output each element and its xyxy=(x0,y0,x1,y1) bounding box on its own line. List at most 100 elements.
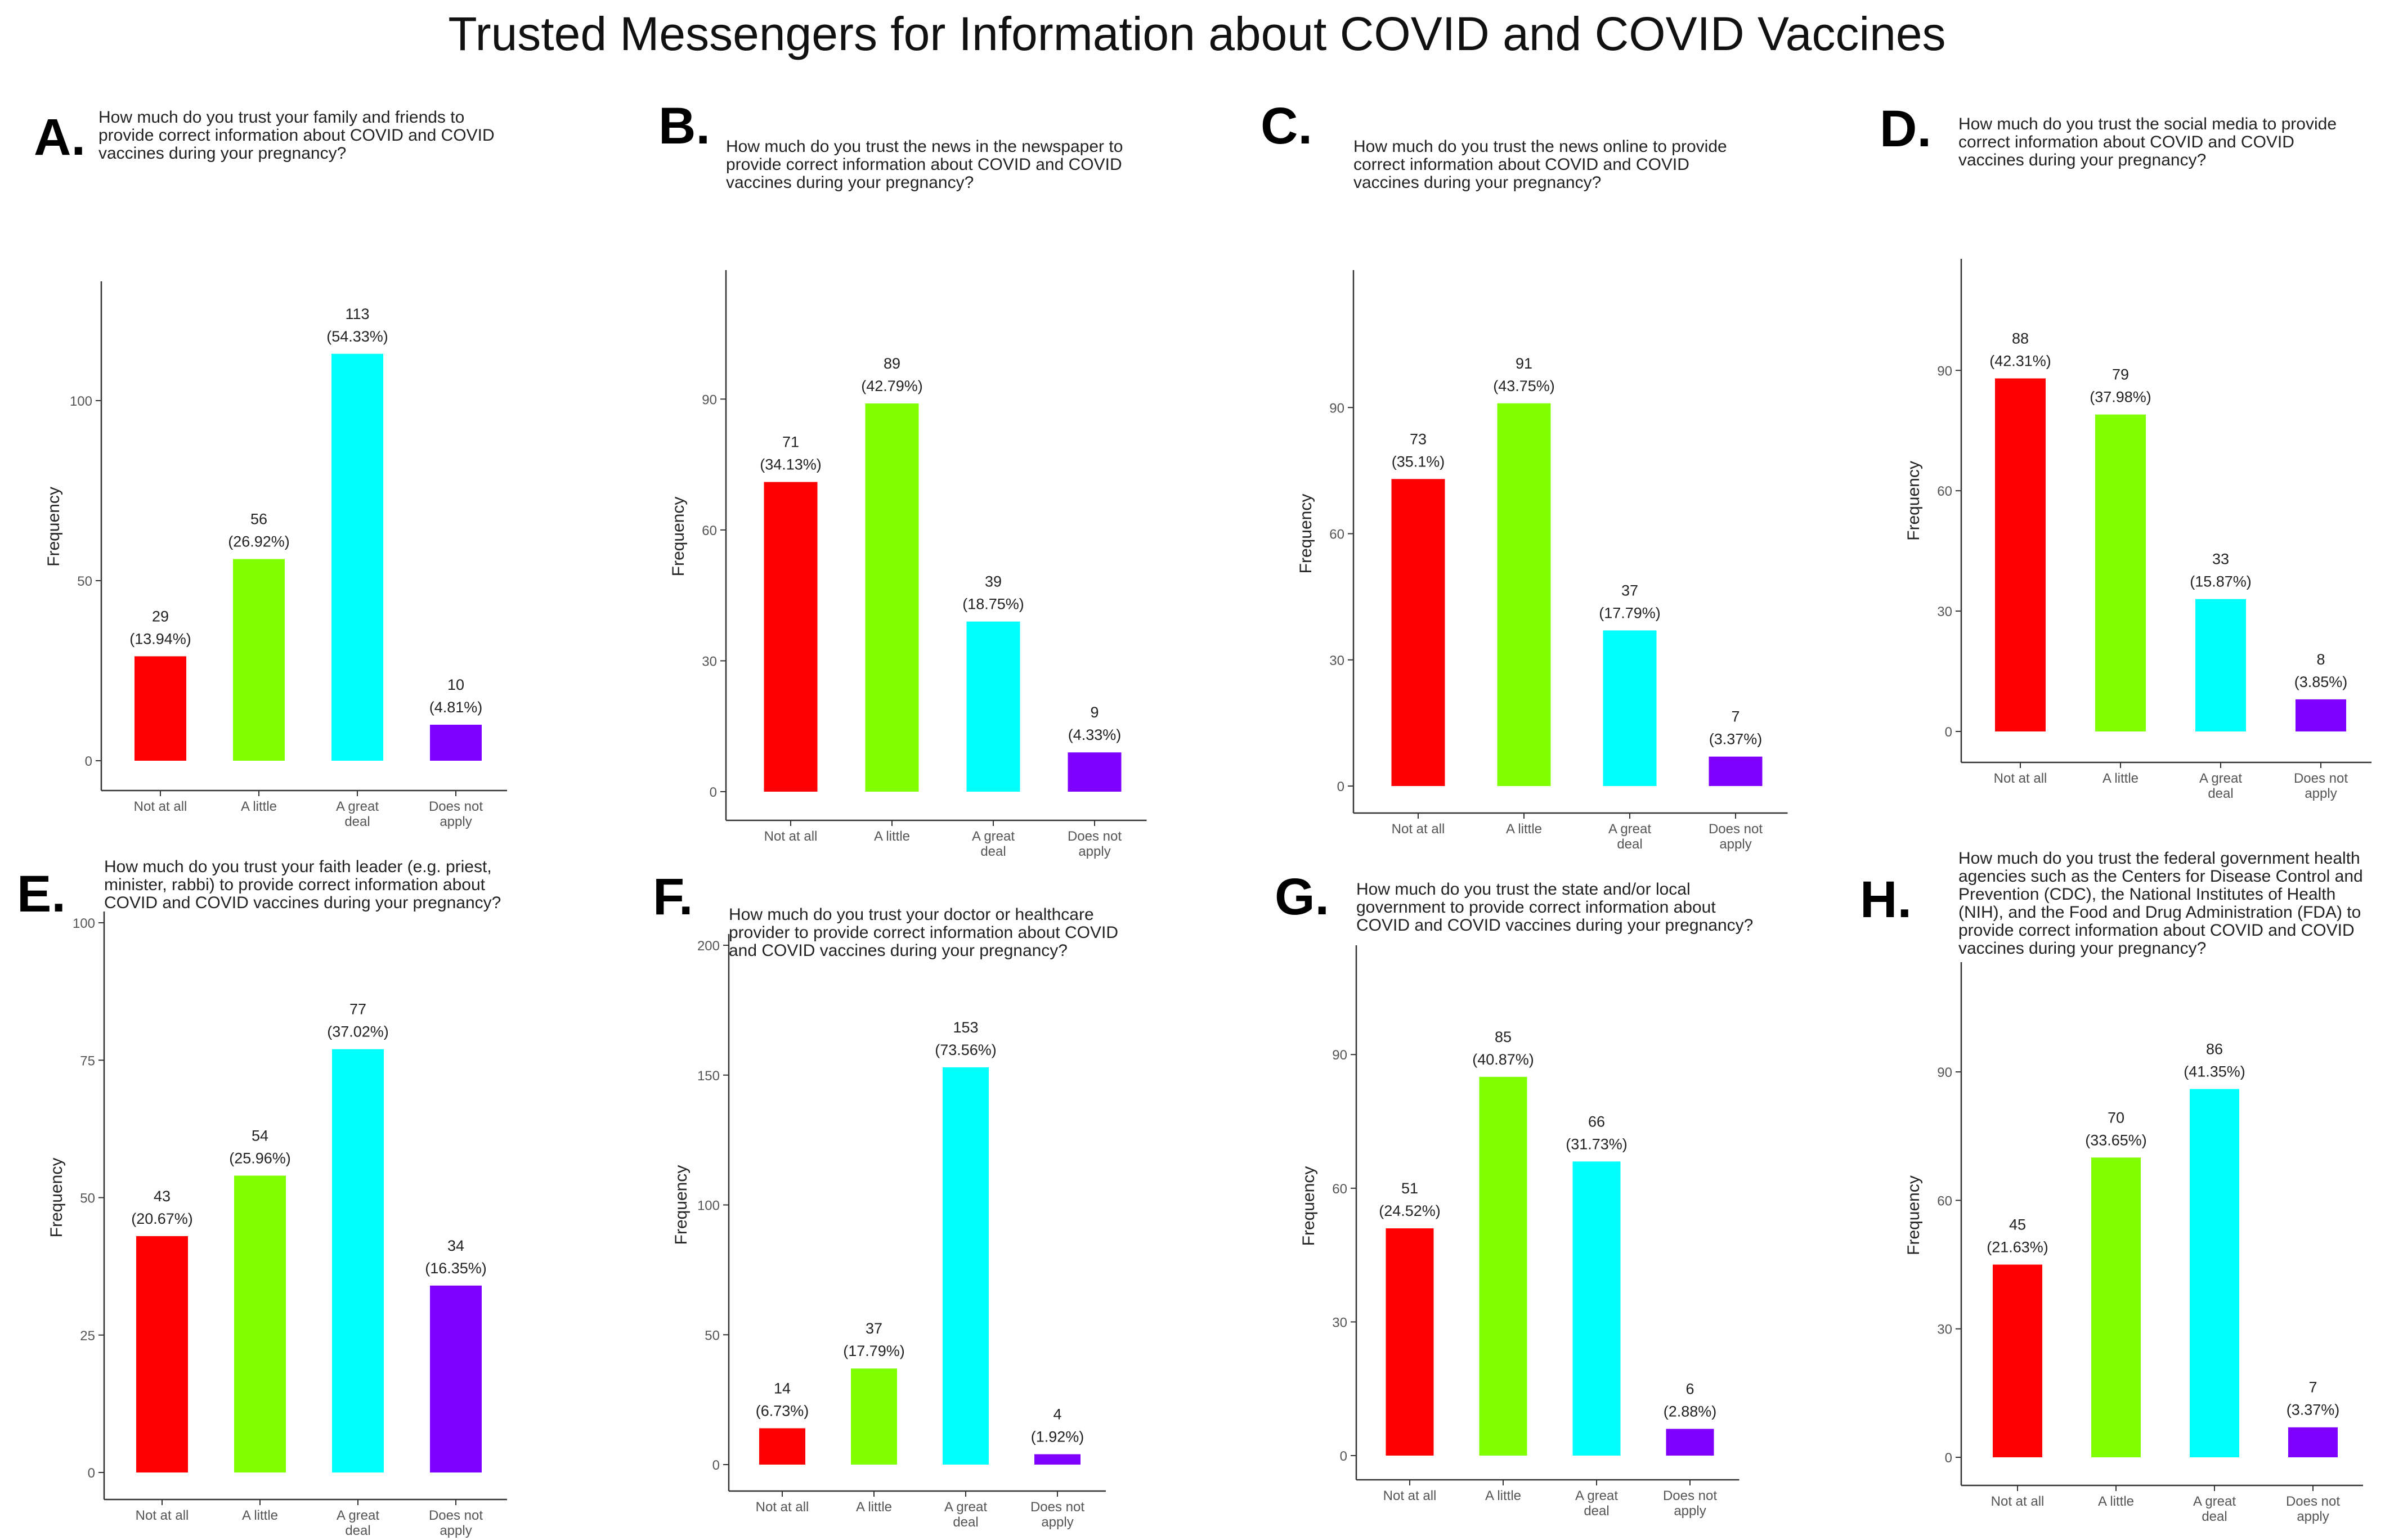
y-tick-label: 30 xyxy=(702,654,717,669)
y-axis-label: Frequency xyxy=(672,1165,691,1245)
chart-panel-f: F. How much do you trust your doctor or h… xyxy=(653,868,1118,1530)
x-tick-label: Does not xyxy=(2294,771,2348,786)
bar-value-label: 77 xyxy=(349,1001,366,1018)
chart-title-line: Prevention (CDC), the National Institute… xyxy=(1958,885,2335,904)
chart-panel-b: B. How much do you trust the news in the … xyxy=(658,97,1147,859)
bar-percent-label: (20.67%) xyxy=(131,1210,193,1227)
chart-title-line: How much do you trust the social media t… xyxy=(1958,115,2337,133)
chart-title-line: COVID and COVID vaccines during your pre… xyxy=(104,894,501,912)
x-tick-label: apply xyxy=(440,1523,472,1538)
panel-letter: A. xyxy=(34,109,86,166)
bar-percent-label: (54.33%) xyxy=(326,328,388,345)
chart-panel-e: E. How much do you trust your faith leade… xyxy=(17,857,507,1538)
bar xyxy=(2195,599,2246,731)
bar xyxy=(1995,378,2046,731)
chart-panel-h: H. How much do you trust the federal gove… xyxy=(1860,849,2363,1524)
y-tick-label: 90 xyxy=(1937,1065,1952,1080)
bar-value-label: 88 xyxy=(2012,330,2029,347)
bar-value-label: 113 xyxy=(345,306,369,322)
panel-letter: C. xyxy=(1261,97,1312,155)
chart-title-line: vaccines during your pregnancy? xyxy=(1353,173,1601,192)
y-axis-label: Frequency xyxy=(669,497,688,577)
y-tick-label: 50 xyxy=(80,1191,95,1206)
y-tick-label: 60 xyxy=(1332,1182,1347,1197)
x-tick-label: deal xyxy=(980,844,1006,859)
x-tick-label: Not at all xyxy=(1392,821,1445,837)
chart-title-line: government to provide correct informatio… xyxy=(1356,898,1716,917)
y-axis-label: Frequency xyxy=(47,1158,66,1238)
y-tick-label: 0 xyxy=(712,1458,720,1473)
x-tick-label: A great xyxy=(337,1508,379,1523)
bar-percent-label: (26.92%) xyxy=(228,533,290,550)
bar-percent-label: (17.79%) xyxy=(1599,604,1661,621)
x-tick-label: A great xyxy=(1608,821,1651,837)
x-tick-label: A great xyxy=(2199,771,2242,786)
chart-title-line: provider to provide correct information … xyxy=(729,923,1118,942)
x-tick-label: deal xyxy=(345,1523,370,1538)
bar-value-label: 14 xyxy=(774,1380,791,1397)
y-tick-label: 60 xyxy=(1937,484,1952,499)
chart-panel-g: G. How much do you trust the state and/or… xyxy=(1275,868,1753,1519)
x-tick-label: A great xyxy=(1575,1488,1618,1503)
bar-percent-label: (13.94%) xyxy=(129,630,191,647)
bar xyxy=(1572,1161,1621,1456)
y-tick-label: 0 xyxy=(1337,779,1344,794)
bar-percent-label: (4.33%) xyxy=(1068,726,1122,743)
bar xyxy=(2288,1427,2338,1457)
bar-percent-label: (1.92%) xyxy=(1031,1429,1084,1445)
chart-title-line: How much do you trust your doctor or hea… xyxy=(729,905,1094,924)
x-tick-label: Not at all xyxy=(756,1499,809,1515)
bar-value-label: 66 xyxy=(1588,1113,1605,1130)
bar-value-label: 45 xyxy=(2009,1216,2026,1233)
x-tick-label: deal xyxy=(1617,837,1642,852)
bar-value-label: 153 xyxy=(953,1019,978,1036)
x-tick-label: deal xyxy=(2202,1509,2227,1524)
x-tick-label: Does not xyxy=(1709,821,1763,837)
x-tick-label: Not at all xyxy=(136,1508,189,1523)
chart-title-line: provide correct information about COVID … xyxy=(726,155,1122,174)
y-axis-label: Frequency xyxy=(44,487,63,567)
bar xyxy=(1603,630,1657,786)
figure-title: Trusted Messengers for Information about… xyxy=(448,7,1946,60)
y-tick-label: 150 xyxy=(697,1068,720,1084)
bar-value-label: 34 xyxy=(447,1237,464,1254)
bar xyxy=(430,1285,482,1472)
bar-value-label: 9 xyxy=(1090,704,1099,721)
chart-title-line: How much do you trust the news online to… xyxy=(1353,137,1727,156)
x-tick-label: A little xyxy=(2102,771,2139,786)
bar-value-label: 6 xyxy=(1685,1380,1694,1397)
bar-percent-label: (4.81%) xyxy=(429,699,483,716)
bar-value-label: 70 xyxy=(2108,1109,2124,1126)
x-tick-label: apply xyxy=(2297,1509,2329,1524)
x-tick-label: Not at all xyxy=(1383,1488,1437,1503)
x-tick-label: apply xyxy=(440,814,472,829)
y-tick-label: 0 xyxy=(1945,1451,1952,1466)
y-tick-label: 0 xyxy=(1945,725,1952,740)
y-tick-label: 90 xyxy=(1332,1048,1347,1063)
x-tick-label: A little xyxy=(242,1508,278,1523)
bar xyxy=(1479,1076,1527,1456)
bar-percent-label: (31.73%) xyxy=(1566,1135,1628,1152)
chart-title-line: minister, rabbi) to provide correct info… xyxy=(104,875,486,894)
x-tick-label: Does not xyxy=(1663,1488,1717,1503)
bar-percent-label: (42.79%) xyxy=(861,378,923,394)
y-tick-label: 30 xyxy=(1937,1322,1952,1337)
panel-letter: E. xyxy=(17,865,66,923)
bar-value-label: 33 xyxy=(2212,551,2229,568)
bar-value-label: 37 xyxy=(866,1320,882,1337)
x-tick-label: apply xyxy=(1719,837,1751,852)
chart-title-line: How much do you trust the news in the ne… xyxy=(726,137,1123,156)
x-tick-label: A little xyxy=(241,799,277,814)
y-tick-label: 30 xyxy=(1937,604,1952,619)
x-tick-label: Not at all xyxy=(764,829,818,844)
bar-percent-label: (3.85%) xyxy=(2294,674,2348,690)
x-tick-label: deal xyxy=(344,814,370,829)
x-tick-label: A great xyxy=(2193,1494,2236,1509)
bar-percent-label: (16.35%) xyxy=(425,1260,487,1277)
x-tick-label: Does not xyxy=(429,799,483,814)
y-tick-label: 50 xyxy=(705,1328,720,1343)
x-tick-label: Does not xyxy=(429,1508,483,1523)
bar xyxy=(966,621,1020,792)
y-tick-label: 0 xyxy=(85,754,92,769)
x-tick-label: A great xyxy=(944,1499,987,1515)
